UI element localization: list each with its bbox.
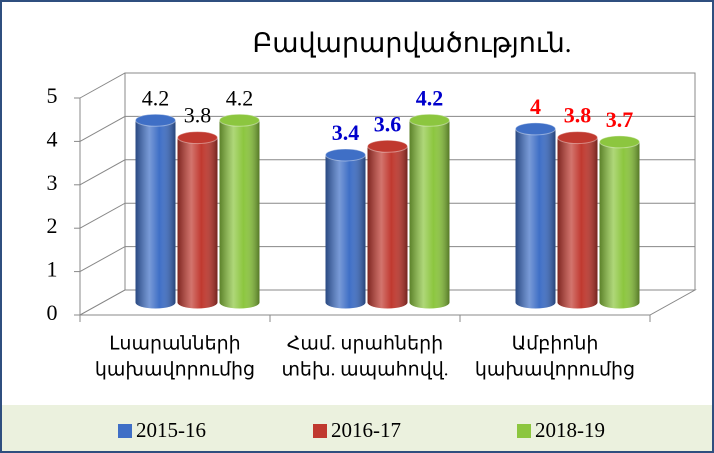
bar (409, 113, 450, 309)
x-tick-label: Համ. սրահների (287, 333, 443, 354)
bar (367, 139, 408, 309)
y-tick-label: 2 (47, 213, 58, 238)
data-label: 3.8 (564, 103, 592, 128)
x-tick-label: Լսարանների (109, 333, 240, 354)
bar-part (177, 137, 218, 309)
legend-swatch (517, 424, 531, 438)
bar-part (599, 135, 640, 149)
bar-part (557, 137, 598, 309)
bar-part (367, 139, 408, 153)
bar-part (367, 146, 408, 309)
legend-label: 2016-17 (331, 418, 401, 442)
grid-line (79, 246, 695, 273)
y-tick-label: 1 (47, 257, 58, 282)
bar-part (409, 120, 450, 309)
data-label: 4.2 (416, 85, 444, 110)
grid-line (79, 115, 695, 142)
bar (135, 113, 176, 309)
bar-part (219, 113, 260, 127)
bar-part (177, 131, 218, 145)
legend-swatch (313, 424, 327, 438)
bar (515, 122, 556, 309)
bar (599, 135, 640, 309)
data-label: 3.8 (184, 103, 212, 128)
grid-line (79, 202, 695, 229)
x-tick-label: կախավորումից (475, 359, 635, 380)
bar-part (515, 122, 556, 136)
bar-part (325, 154, 366, 309)
y-tick-label: 3 (47, 170, 58, 195)
bar-part (515, 128, 556, 309)
bar-part (409, 113, 450, 127)
y-tick-label: 0 (47, 300, 58, 325)
bar-part (557, 131, 598, 145)
bar (325, 148, 366, 309)
data-label: 4 (530, 94, 541, 119)
bar (177, 131, 218, 309)
legend-label: 2015-16 (136, 418, 206, 442)
data-label: 3.4 (332, 120, 360, 145)
legend-label: 2018-19 (535, 418, 605, 442)
x-tick-label: տեխ. ապահովվ. (281, 359, 448, 380)
bar-part (325, 148, 366, 162)
y-tick-label: 5 (47, 83, 58, 108)
data-label: 4.2 (226, 85, 254, 110)
grid-line (79, 159, 695, 186)
bar-part (219, 120, 260, 309)
grid-line (79, 289, 695, 316)
bar-part (599, 141, 640, 309)
bar (557, 131, 598, 309)
data-label: 3.6 (374, 111, 402, 136)
legend-swatch (118, 424, 132, 438)
x-tick-label: Ամբիոնի (512, 333, 599, 354)
bar-part (135, 120, 176, 309)
chart-title: Բավարարվածություն. (252, 28, 571, 58)
bar (219, 113, 260, 309)
y-tick-label: 4 (47, 126, 58, 151)
data-label: 3.7 (606, 107, 634, 132)
x-tick-label: կախավորումից (95, 359, 255, 380)
data-label: 4.2 (142, 85, 170, 110)
bar-part (135, 113, 176, 127)
grid-line (79, 72, 695, 99)
